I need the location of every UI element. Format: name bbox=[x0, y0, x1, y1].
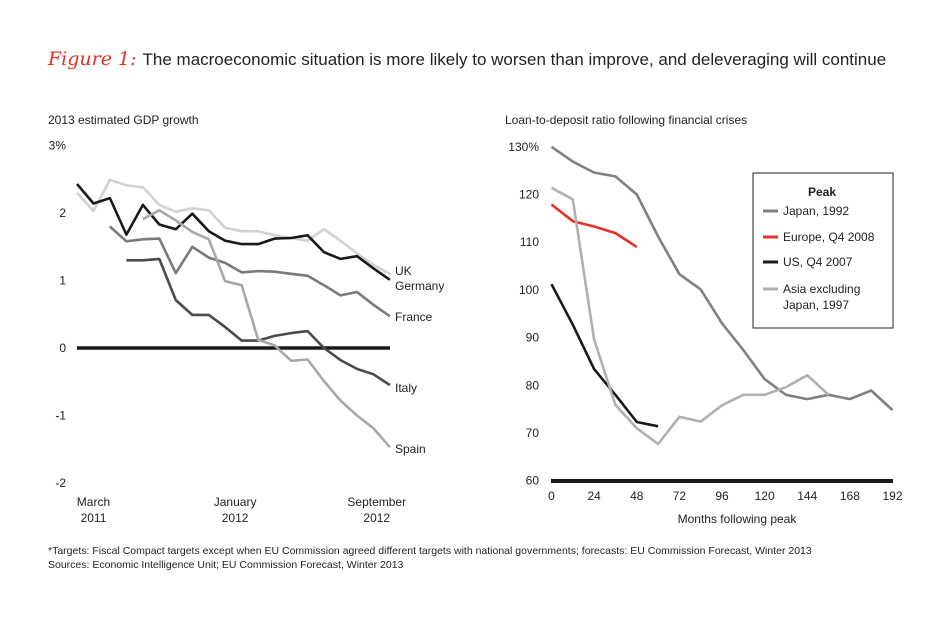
series-line-uk bbox=[76, 178, 391, 275]
series-line-spain bbox=[142, 209, 391, 449]
y-tick-label: 130% bbox=[508, 140, 539, 154]
figure-title: Figure 1: The macroeconomic situation is … bbox=[48, 48, 886, 70]
series-label-france: France bbox=[395, 310, 433, 324]
x-axis-label: Months following peak bbox=[678, 512, 798, 526]
x-tick-label: 144 bbox=[797, 489, 817, 503]
y-tick-label: -1 bbox=[55, 409, 66, 423]
x-tick-label: 2011 bbox=[81, 511, 107, 525]
series-label-uk: UK bbox=[395, 264, 412, 278]
footnote-targets: *Targets: Fiscal Compact targets except … bbox=[48, 545, 812, 557]
legend-label: Japan, 1997 bbox=[783, 298, 849, 312]
series-line-0 bbox=[550, 145, 894, 412]
x-tick-label: 2012 bbox=[363, 511, 390, 525]
y-tick-label: 120 bbox=[519, 188, 539, 202]
x-tick-label: 48 bbox=[630, 489, 644, 503]
x-tick-label: 192 bbox=[882, 489, 902, 503]
footnote-sources: Sources: Economic Intelligence Unit; EU … bbox=[48, 559, 404, 571]
legend-label: US, Q4 2007 bbox=[783, 255, 853, 269]
x-tick-label: 2012 bbox=[222, 511, 249, 525]
legend-title: Peak bbox=[808, 185, 836, 199]
series-line-1 bbox=[550, 203, 638, 249]
y-tick-label: -2 bbox=[55, 476, 66, 490]
y-tick-label: 70 bbox=[526, 426, 540, 440]
x-tick-label: 96 bbox=[715, 489, 729, 503]
y-tick-label: 90 bbox=[526, 331, 540, 345]
x-tick-label: January bbox=[214, 495, 257, 509]
series-line-3 bbox=[550, 186, 830, 446]
legend-label: Japan, 1992 bbox=[783, 204, 849, 218]
series-line-france bbox=[109, 225, 391, 318]
legend-label: Asia excluding bbox=[783, 282, 860, 296]
left-chart-title: 2013 estimated GDP growth bbox=[48, 113, 199, 127]
y-tick-label: 2 bbox=[59, 206, 66, 220]
series-label-germany: Germany bbox=[395, 279, 444, 293]
y-tick-label: 100 bbox=[519, 283, 539, 297]
legend-box bbox=[752, 172, 894, 329]
x-tick-label: March bbox=[77, 495, 110, 509]
figure-number: Figure 1: bbox=[48, 48, 137, 70]
y-tick-label: 1 bbox=[59, 274, 66, 288]
legend-label: Europe, Q4 2008 bbox=[783, 230, 875, 244]
y-tick-label: 110 bbox=[520, 235, 539, 249]
series-line-germany bbox=[76, 183, 391, 281]
series-label-spain: Spain bbox=[395, 442, 426, 456]
series-label-italy: Italy bbox=[395, 381, 417, 395]
x-tick-label: 24 bbox=[587, 489, 601, 503]
y-tick-label: 60 bbox=[526, 474, 540, 488]
x-tick-label: 120 bbox=[755, 489, 775, 503]
series-line-2 bbox=[550, 283, 659, 428]
x-tick-label: 0 bbox=[548, 489, 555, 503]
right-chart-title: Loan-to-deposit ratio following financia… bbox=[505, 113, 748, 127]
y-tick-label: 80 bbox=[526, 378, 540, 392]
x-tick-label: September bbox=[347, 495, 406, 509]
y-tick-label: 0 bbox=[59, 341, 66, 355]
x-tick-label: 168 bbox=[840, 489, 860, 503]
figure-title-text: The macroeconomic situation is more like… bbox=[142, 50, 887, 69]
x-tick-label: 72 bbox=[673, 489, 687, 503]
y-tick-label: 3% bbox=[49, 139, 67, 153]
series-line-italy bbox=[126, 257, 391, 387]
